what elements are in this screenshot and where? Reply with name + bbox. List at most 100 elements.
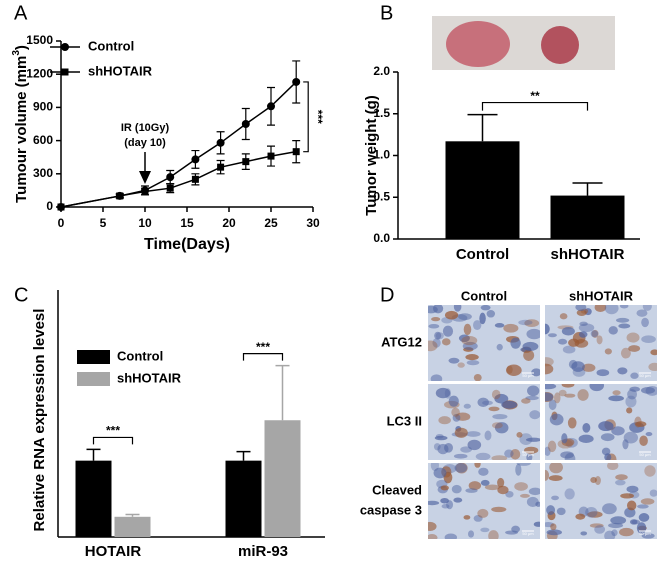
marker <box>141 188 149 196</box>
cell <box>561 384 575 388</box>
cell <box>451 484 462 494</box>
cell <box>491 389 501 400</box>
x-tick-label: 15 <box>180 216 194 230</box>
y-axis-label-sup: 3 <box>11 50 22 56</box>
cell <box>641 533 655 539</box>
marker <box>216 138 225 147</box>
marker <box>217 163 225 171</box>
x-tick-label: shHOTAIR <box>551 246 625 263</box>
cell <box>545 357 554 367</box>
panel-label: A <box>14 2 28 24</box>
legend-marker <box>61 43 69 51</box>
cell <box>594 305 607 313</box>
error-bar <box>236 450 251 461</box>
cell <box>522 341 539 351</box>
cell <box>560 451 574 459</box>
cell <box>549 463 563 474</box>
cell <box>431 317 441 322</box>
cell <box>453 497 463 503</box>
cell <box>558 389 567 397</box>
cell <box>463 403 471 409</box>
cell <box>615 474 628 481</box>
micrograph: 50 μm <box>428 463 540 539</box>
marker <box>267 152 275 160</box>
bar <box>264 420 301 537</box>
legend-swatch <box>77 372 110 386</box>
cell <box>492 413 508 420</box>
significance-bracket <box>303 81 309 153</box>
cell <box>635 421 647 427</box>
cell <box>434 331 442 340</box>
cell <box>497 485 509 495</box>
scale-bar-label: 50 μm <box>639 373 651 378</box>
cell <box>501 400 518 409</box>
y-tick-label: 1.5 <box>373 106 390 120</box>
cell <box>491 422 503 429</box>
column-label: shHOTAIR <box>569 288 634 303</box>
cell <box>458 334 470 343</box>
cell <box>587 511 603 518</box>
legend-marker <box>61 68 69 76</box>
y-tick-label: 0 <box>46 199 53 213</box>
cell <box>510 448 521 460</box>
y-tick-label: 1500 <box>26 33 53 47</box>
cell <box>463 323 472 336</box>
cell <box>618 323 631 329</box>
cell <box>448 395 459 407</box>
marker <box>191 155 200 164</box>
series-line <box>60 81 297 208</box>
arrow-head <box>139 171 151 184</box>
cell <box>644 465 656 477</box>
y-tick-label: 300 <box>33 166 53 180</box>
cell <box>528 487 540 496</box>
cell <box>474 463 481 468</box>
cell <box>640 498 655 505</box>
cell <box>622 439 629 450</box>
cell <box>467 439 482 451</box>
cell <box>491 455 508 460</box>
cell <box>519 493 530 498</box>
cell <box>477 508 489 518</box>
cell <box>628 345 641 352</box>
significance: *** <box>256 340 270 354</box>
legend-label: shHOTAIR <box>117 370 182 385</box>
cell <box>625 395 637 408</box>
cell <box>479 312 486 325</box>
cell <box>619 305 629 309</box>
micrograph: 50 μm <box>545 305 657 381</box>
panel-label: C <box>14 284 28 306</box>
x-axis-label: Time(Days) <box>144 236 230 253</box>
cell <box>521 398 531 404</box>
scale-bar-label: 50 μm <box>639 452 651 457</box>
cell <box>608 395 624 402</box>
bar <box>445 141 520 239</box>
cell <box>574 339 589 348</box>
cell <box>435 332 444 340</box>
cell <box>626 485 639 493</box>
cell <box>453 305 462 312</box>
cell <box>579 321 588 327</box>
cell <box>460 446 472 453</box>
cell <box>496 343 503 351</box>
y-tick-label: 0.0 <box>373 231 390 245</box>
cell <box>457 362 465 368</box>
marker <box>191 175 199 183</box>
tumor <box>541 26 579 64</box>
y-axis-label: Relative RNA expression levesl <box>31 309 48 532</box>
cell <box>488 406 500 412</box>
cell <box>582 422 591 433</box>
bar <box>75 460 112 537</box>
cell <box>550 523 557 531</box>
cell <box>548 399 557 411</box>
cell <box>604 348 612 355</box>
row-label: Cleaved <box>372 482 422 497</box>
cell <box>545 323 550 335</box>
cell <box>529 410 540 420</box>
cell <box>442 338 451 346</box>
cell <box>637 504 649 509</box>
cell <box>576 309 587 316</box>
y-axis-label-end: ) <box>13 45 30 50</box>
cell <box>453 453 468 459</box>
cell <box>442 325 454 337</box>
